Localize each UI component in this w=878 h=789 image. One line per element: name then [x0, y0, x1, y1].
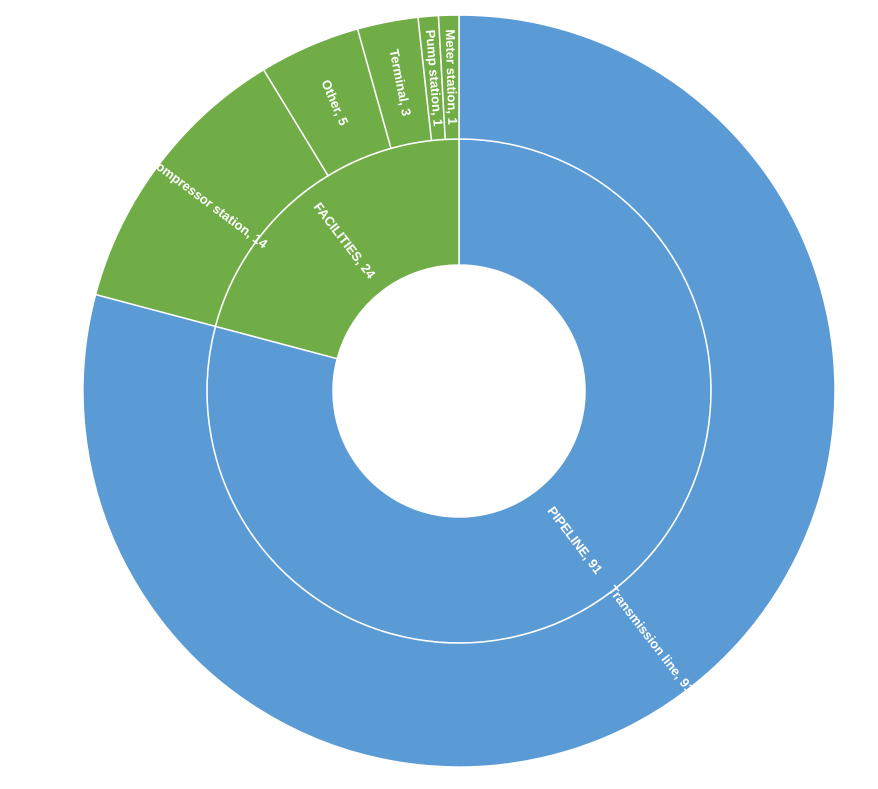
segment [82, 14, 836, 768]
segment-label: Meter station, 1 [443, 29, 461, 125]
segment [437, 14, 460, 141]
